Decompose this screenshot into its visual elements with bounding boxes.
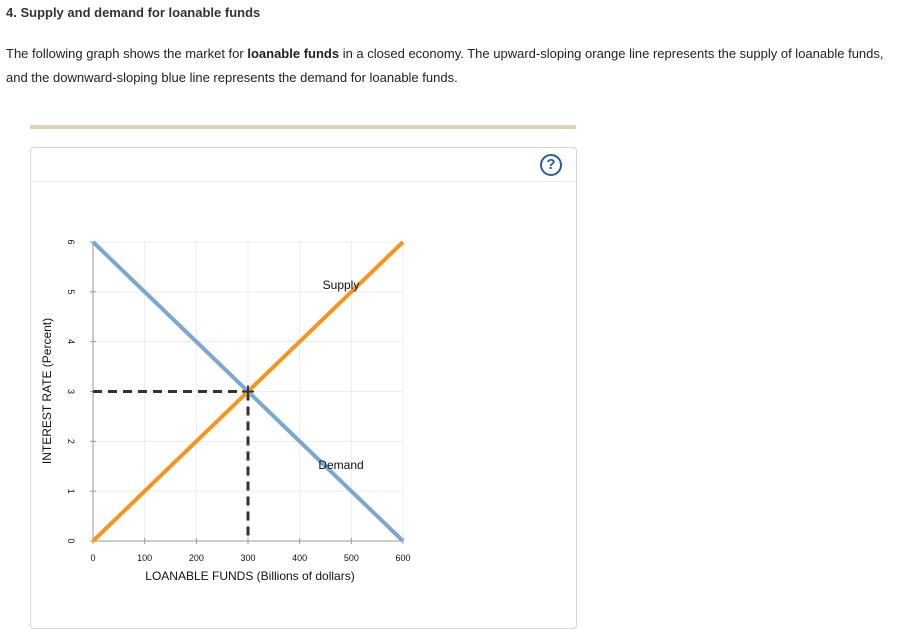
question-intro: The following graph shows the market for… xyxy=(6,42,906,90)
x-tick-label: 500 xyxy=(344,553,359,563)
supply-label: Supply xyxy=(323,278,360,292)
demand-label: Demand xyxy=(318,458,363,472)
y-tick-label: 4 xyxy=(66,339,76,344)
y-tick-label: 2 xyxy=(66,439,76,444)
intro-bold-term: loanable funds xyxy=(247,46,340,61)
x-tick-label: 0 xyxy=(90,553,95,563)
question-title: 4. Supply and demand for loanable funds xyxy=(6,5,261,20)
loanable-funds-chart: 0 100 200 300 400 500 600 0 1 2 3 4 5 6 LOANABLE FUNDS… xyxy=(40,239,411,583)
y-tick-label: 0 xyxy=(66,538,76,543)
intro-text-1: The following graph shows the market for xyxy=(6,46,248,61)
help-icon: ? xyxy=(546,156,556,173)
x-tick-label: 400 xyxy=(292,553,307,563)
y-tick-label: 6 xyxy=(66,239,76,244)
y-tick-label: 3 xyxy=(66,389,76,394)
divider-bar xyxy=(30,125,576,129)
y-tick-label: 5 xyxy=(66,289,76,294)
help-button[interactable]: ? xyxy=(540,154,562,176)
x-axis-title: LOANABLE FUNDS (Billions of dollars) xyxy=(145,569,354,583)
intro-text-2: in a closed economy. The upward-sloping … xyxy=(6,46,884,85)
x-tick-label: 600 xyxy=(395,553,410,563)
x-tick-label: 300 xyxy=(240,553,255,563)
y-axis-title: INTEREST RATE (Percent) xyxy=(40,318,54,464)
x-tick-label: 200 xyxy=(189,553,204,563)
y-tick-label: 1 xyxy=(66,489,76,494)
x-tick-label: 100 xyxy=(137,553,152,563)
graph-panel-header: ? xyxy=(31,148,576,182)
